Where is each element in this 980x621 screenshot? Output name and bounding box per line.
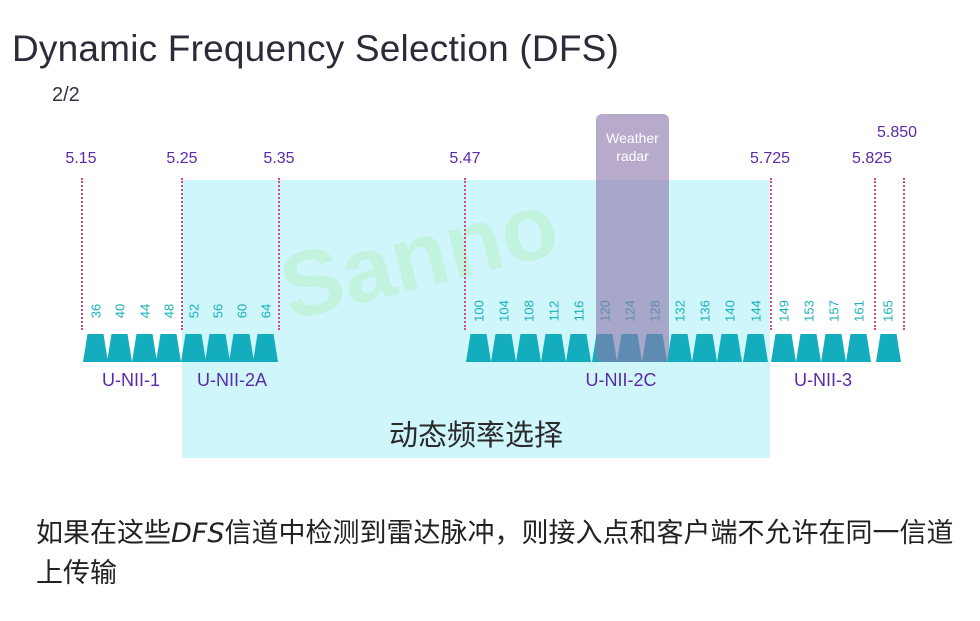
channel-label: 136: [697, 300, 713, 322]
channel-block: [132, 334, 157, 362]
channel-block: [253, 334, 278, 362]
freq-label-5-825: 5.825: [851, 150, 893, 167]
weather-radar-overlay: [596, 114, 669, 362]
channel-block: [541, 334, 566, 362]
channel-label: 132: [672, 300, 688, 322]
channel-label: 165: [880, 300, 896, 322]
freq-label-5-35: 5.35: [263, 150, 295, 167]
caption-text: 如果在这些DFS信道中检测到雷达脉冲，则接入点和客户端不允许在同一信道上传输: [36, 518, 954, 589]
channel-label: 40: [112, 303, 128, 319]
channel-label: 144: [748, 300, 764, 322]
channel-block: [667, 334, 692, 362]
page-title: Dynamic Frequency Selection (DFS): [12, 28, 620, 69]
channel-label: 149: [776, 300, 792, 322]
channel-block: [846, 334, 871, 362]
band-label-unii-2a: U-NII-2A: [196, 370, 268, 390]
freq-label-5-725: 5.725: [749, 150, 791, 167]
boundary-line-5-725: [770, 178, 772, 330]
channel-block: [821, 334, 846, 362]
channel-label: 140: [722, 300, 738, 322]
channel-block: [692, 334, 717, 362]
page-indicator: 2/2: [52, 84, 80, 106]
boundary-line-5-47: [464, 178, 466, 330]
channel-label: 48: [161, 303, 177, 319]
channel-label: 161: [851, 300, 867, 322]
channel-block: [205, 334, 230, 362]
band-label-unii-1: U-NII-1: [102, 370, 160, 390]
channel-block: [876, 334, 901, 362]
channel-label: 56: [210, 303, 226, 319]
channel-block: [566, 334, 591, 362]
channel-label: 36: [88, 303, 104, 319]
channel-block: [466, 334, 491, 362]
dfs-region-label: 动态频率选择: [388, 418, 563, 452]
boundary-line-5-825: [874, 178, 876, 330]
dfs-region: [182, 180, 770, 458]
channel-label: 153: [801, 300, 817, 322]
channel-block: [83, 334, 108, 362]
band-label-unii-2c: U-NII-2C: [585, 370, 657, 390]
channel-block: [743, 334, 768, 362]
channel-block: [717, 334, 742, 362]
channel-label: 108: [521, 300, 537, 322]
channel-label: 60: [234, 303, 250, 319]
channel-block: [771, 334, 796, 362]
freq-label-5-47: 5.47: [449, 150, 481, 167]
channel-block: [229, 334, 254, 362]
channel-block: [181, 334, 206, 362]
channel-label: 112: [546, 300, 562, 322]
channel-label: 104: [496, 300, 512, 322]
freq-label-5-25: 5.25: [166, 150, 198, 167]
boundary-line-5-25: [181, 178, 183, 330]
channel-block: [491, 334, 516, 362]
channel-label: 64: [258, 303, 274, 319]
boundary-line-5-15: [81, 178, 83, 330]
boundary-line-5-35: [278, 178, 280, 330]
weather-radar-label: Weather radar: [606, 130, 659, 164]
band-label-unii-3: U-NII-3: [794, 370, 852, 390]
channel-label: 116: [571, 300, 587, 322]
channel-label: 100: [471, 300, 487, 322]
boundary-line-5-850: [903, 178, 905, 330]
freq-label-5-850: 5.850: [876, 124, 918, 141]
channel-block: [107, 334, 132, 362]
channel-block: [156, 334, 181, 362]
channel-block: [516, 334, 541, 362]
channel-label: 52: [186, 303, 202, 319]
channel-block: [796, 334, 821, 362]
channel-label: 44: [137, 303, 153, 319]
freq-label-5-15: 5.15: [65, 150, 97, 167]
channel-label: 157: [826, 300, 842, 322]
